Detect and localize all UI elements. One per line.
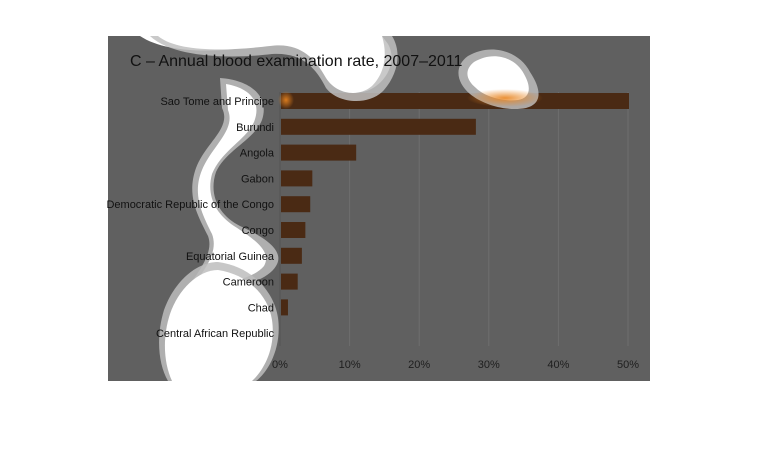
category-label: Burundi	[236, 122, 274, 134]
x-tick-label: 20%	[408, 359, 430, 371]
x-tick-label: 0%	[272, 359, 288, 371]
bar	[281, 247, 302, 264]
bar-glow	[467, 89, 543, 107]
chart-title: C – Annual blood examination rate, 2007–…	[130, 53, 463, 70]
bar	[281, 196, 311, 213]
category-label: Congo	[242, 225, 274, 237]
category-label: Central African Republic	[156, 328, 275, 340]
x-tick-label: 10%	[339, 359, 361, 371]
x-axis-ticks: 0% 10% 20% 30% 40% 50%	[272, 359, 639, 371]
x-tick-label: 50%	[617, 359, 639, 371]
attention-overlay	[140, 36, 543, 381]
overlay-top-blob-core	[158, 36, 385, 93]
category-label: Cameroon	[223, 277, 274, 289]
overlay-stem-halo	[186, 78, 279, 290]
x-tick-label: 40%	[547, 359, 569, 371]
category-label: Gabon	[241, 173, 274, 185]
category-label: Equatorial Guinea	[186, 251, 275, 263]
bar	[281, 118, 476, 135]
overlay-bottom-blob	[164, 270, 273, 381]
overlay-stem	[194, 84, 267, 284]
category-label: Democratic Republic of the Congo	[106, 199, 274, 211]
bar	[281, 222, 306, 238]
category-label: Chad	[248, 302, 274, 314]
bar	[281, 299, 288, 316]
bar	[281, 144, 357, 161]
bar-glow-left	[278, 91, 294, 109]
bar	[281, 273, 298, 290]
x-tick-label: 30%	[478, 359, 500, 371]
category-label: Angola	[240, 148, 275, 160]
category-labels: Sao Tome and Principe Burundi Angola Gabon D…	[106, 96, 274, 340]
bar	[281, 93, 629, 109]
category-label: Sao Tome and Principe	[160, 96, 274, 108]
bar	[281, 170, 313, 187]
